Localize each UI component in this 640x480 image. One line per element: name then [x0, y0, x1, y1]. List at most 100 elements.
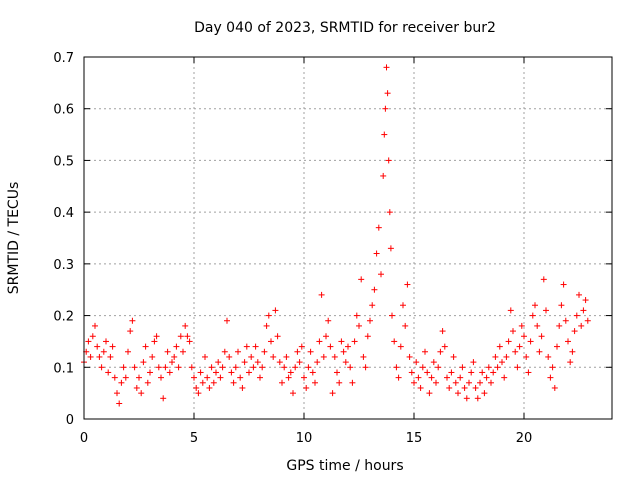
data-point — [92, 322, 98, 329]
data-point — [364, 333, 371, 340]
data-point — [268, 338, 274, 345]
data-point — [385, 157, 392, 164]
chart-title: Day 040 of 2023, SRMTID for receiver bur… — [194, 20, 496, 36]
data-point — [246, 369, 252, 376]
data-point — [532, 302, 538, 309]
data-point — [153, 333, 160, 340]
y-tick-label: 0.1 — [53, 361, 74, 376]
data-point — [158, 374, 164, 381]
data-point — [413, 359, 420, 366]
data-point — [551, 384, 558, 391]
data-point — [325, 317, 332, 324]
data-point — [536, 348, 543, 355]
data-point — [98, 364, 105, 371]
data-point — [351, 338, 358, 345]
data-point — [393, 364, 400, 371]
y-axis-label: SRMTID / TECUs — [6, 182, 22, 295]
data-point — [213, 369, 219, 376]
data-point — [118, 379, 125, 386]
data-point — [521, 333, 527, 340]
data-point — [556, 322, 563, 329]
data-point — [237, 374, 244, 381]
data-point — [202, 353, 208, 360]
data-point — [397, 343, 404, 350]
data-point — [307, 348, 314, 355]
data-point — [133, 384, 140, 391]
data-point — [481, 390, 488, 397]
data-point — [578, 322, 585, 329]
data-point — [358, 276, 365, 283]
data-point — [294, 348, 301, 355]
data-point — [180, 348, 186, 355]
data-point — [127, 328, 134, 335]
data-point — [235, 348, 241, 355]
data-point — [494, 364, 501, 371]
data-point — [323, 333, 329, 340]
data-point — [371, 286, 378, 293]
data-point — [569, 348, 576, 355]
data-point — [261, 348, 268, 355]
data-point — [197, 369, 204, 376]
y-tick-label: 0.4 — [53, 206, 74, 221]
data-point — [479, 369, 486, 376]
data-point — [221, 348, 228, 355]
data-point — [353, 312, 360, 319]
data-point — [477, 379, 483, 386]
data-point — [485, 364, 492, 371]
data-point — [120, 364, 127, 371]
data-point — [305, 364, 312, 371]
data-point — [369, 302, 376, 309]
data-point — [122, 374, 129, 381]
data-point — [252, 343, 259, 350]
data-point — [131, 364, 138, 371]
data-point — [430, 359, 437, 366]
data-point — [514, 364, 521, 371]
data-point — [144, 379, 151, 386]
data-point — [437, 348, 444, 355]
data-point — [360, 353, 367, 360]
data-point — [483, 374, 490, 381]
data-point — [490, 369, 497, 376]
data-point — [433, 379, 439, 386]
data-point — [204, 374, 211, 381]
data-point — [257, 374, 263, 381]
data-point — [496, 343, 503, 350]
y-tick-label: 0 — [66, 413, 74, 428]
data-point — [439, 328, 446, 335]
data-point — [274, 333, 281, 340]
data-point — [162, 364, 169, 371]
data-point — [426, 390, 433, 397]
data-point — [155, 364, 162, 371]
data-point — [232, 364, 239, 371]
data-point — [129, 317, 136, 324]
data-point — [241, 359, 248, 366]
data-point — [114, 390, 120, 397]
data-point — [287, 369, 294, 376]
data-point — [362, 364, 369, 371]
data-point — [501, 374, 508, 381]
data-point — [193, 384, 200, 391]
data-point — [248, 353, 255, 360]
data-point — [367, 317, 373, 324]
data-point — [380, 172, 387, 179]
data-point — [389, 312, 395, 319]
data-point — [314, 359, 321, 366]
y-tick-label: 0.7 — [53, 51, 74, 66]
data-point — [444, 374, 450, 381]
data-point — [459, 364, 466, 371]
data-point — [549, 364, 556, 371]
data-point — [507, 307, 514, 314]
data-point — [215, 359, 222, 366]
data-point — [331, 353, 338, 360]
axis-ticks: 0 0.1 0.2 0.3 0.4 0.5 0.6 0.7 0 5 10 15 20 — [53, 51, 612, 446]
plot-frame — [83, 56, 613, 420]
data-point — [463, 395, 470, 402]
data-point — [472, 384, 479, 391]
data-point — [206, 384, 213, 391]
data-point — [173, 343, 180, 350]
data-point — [540, 276, 547, 283]
data-point — [523, 353, 530, 360]
data-point — [441, 343, 448, 350]
data-point — [470, 359, 477, 366]
